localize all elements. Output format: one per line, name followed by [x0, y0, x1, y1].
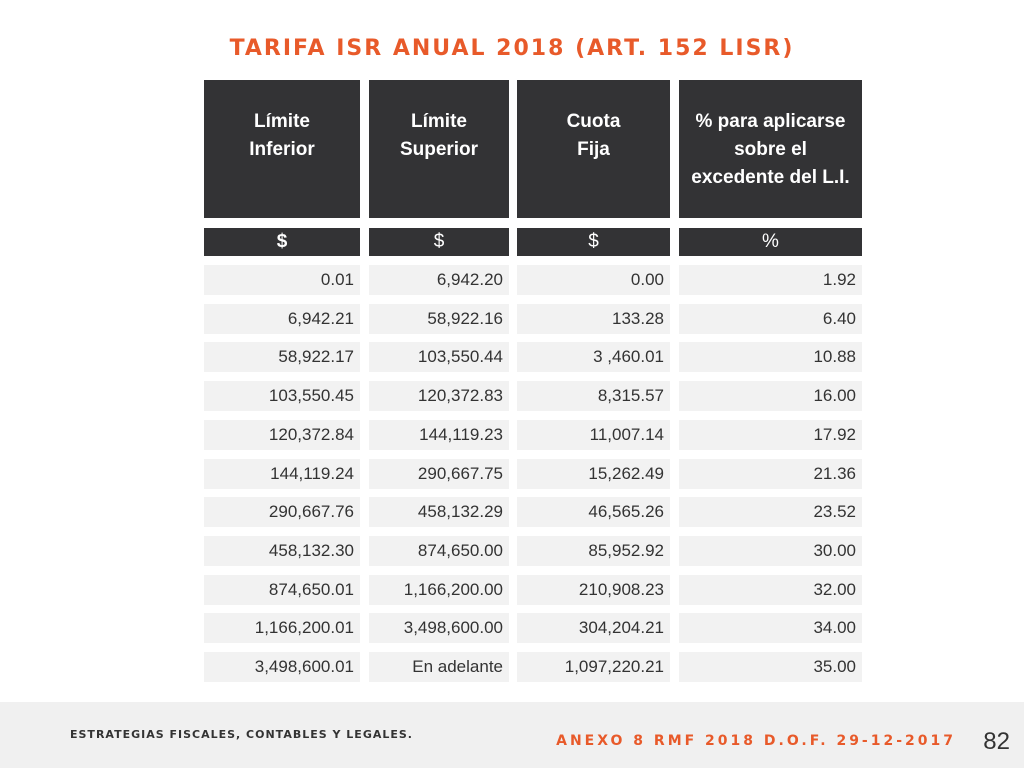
table-cell: 3,498,600.01 [204, 652, 360, 682]
table-cell: 58,922.17 [204, 342, 360, 372]
table-cell: 874,650.01 [204, 575, 360, 605]
column-header-line: sobre el [734, 139, 807, 160]
column-header-line: Límite [411, 111, 467, 132]
table-cell: 120,372.83 [369, 381, 509, 411]
page-title: TARIFA ISR ANUAL 2018 (ART. 152 LISR) [229, 36, 795, 61]
table-cell: 6,942.21 [204, 304, 360, 334]
table-cell: 58,922.16 [369, 304, 509, 334]
table-cell: En adelante [369, 652, 509, 682]
page-number: 82 [983, 728, 1010, 755]
column-header-limite-superior: Límite Superior [369, 80, 509, 218]
table-cell: 17.92 [679, 420, 862, 450]
table-cell: 103,550.44 [369, 342, 509, 372]
table-cell: 6.40 [679, 304, 862, 334]
table-cell: 103,550.45 [204, 381, 360, 411]
unit-cell-cuota-fija: $ [517, 228, 670, 256]
column-header-line: Superior [399, 139, 479, 160]
table-cell: 458,132.30 [204, 536, 360, 566]
table-cell: 85,952.92 [517, 536, 670, 566]
column-header-cuota-fija: Cuota Fija [517, 80, 670, 218]
table-cell: 6,942.20 [369, 265, 509, 295]
table-cell: 304,204.21 [517, 613, 670, 643]
table-cell: 290,667.75 [369, 459, 509, 489]
table-cell: 0.00 [517, 265, 670, 295]
table-cell: 3,498,600.00 [369, 613, 509, 643]
table-cell: 10.88 [679, 342, 862, 372]
table-cell: 0.01 [204, 265, 360, 295]
column-header-line: Fija [577, 139, 610, 160]
column-header-porcentaje: % para aplicarse sobre el excedente del … [679, 80, 862, 218]
table-cell: 874,650.00 [369, 536, 509, 566]
table-cell: 1.92 [679, 265, 862, 295]
footer-company-text: ESTRATEGIAS FISCALES, CONTABLES Y LEGALE… [70, 728, 413, 741]
table-cell: 1,166,200.00 [369, 575, 509, 605]
table-cell: 1,097,220.21 [517, 652, 670, 682]
table-cell: 30.00 [679, 536, 862, 566]
table-cell: 120,372.84 [204, 420, 360, 450]
table-cell: 46,565.26 [517, 497, 670, 527]
column-header-line: % para aplicarse [695, 111, 846, 132]
column-header-line: Límite [254, 111, 310, 132]
column-header-line: Cuota [566, 111, 621, 132]
table-cell: 1,166,200.01 [204, 613, 360, 643]
table-cell: 144,119.24 [204, 459, 360, 489]
table-cell: 32.00 [679, 575, 862, 605]
table-cell: 34.00 [679, 613, 862, 643]
table-cell: 458,132.29 [369, 497, 509, 527]
unit-cell-limite-superior: $ [369, 228, 509, 256]
column-header-limite-inferior: Límite Inferior [204, 80, 360, 218]
footer-reference-text: ANEXO 8 RMF 2018 D.O.F. 29-12-2017 [556, 733, 956, 749]
table-cell: 35.00 [679, 652, 862, 682]
table-cell: 144,119.23 [369, 420, 509, 450]
unit-cell-porcentaje: % [679, 228, 862, 256]
table-cell: 11,007.14 [517, 420, 670, 450]
table-cell: 3 ,460.01 [517, 342, 670, 372]
column-header-line: Inferior [249, 139, 315, 160]
table-cell: 8,315.57 [517, 381, 670, 411]
table-cell: 23.52 [679, 497, 862, 527]
table-cell: 133.28 [517, 304, 670, 334]
column-header-line: excedente del L.I. [691, 167, 850, 188]
table-cell: 16.00 [679, 381, 862, 411]
table-cell: 210,908.23 [517, 575, 670, 605]
unit-cell-limite-inferior: $ [204, 228, 360, 256]
table-cell: 21.36 [679, 459, 862, 489]
table-cell: 15,262.49 [517, 459, 670, 489]
footer: ESTRATEGIAS FISCALES, CONTABLES Y LEGALE… [0, 702, 1024, 768]
table-cell: 290,667.76 [204, 497, 360, 527]
